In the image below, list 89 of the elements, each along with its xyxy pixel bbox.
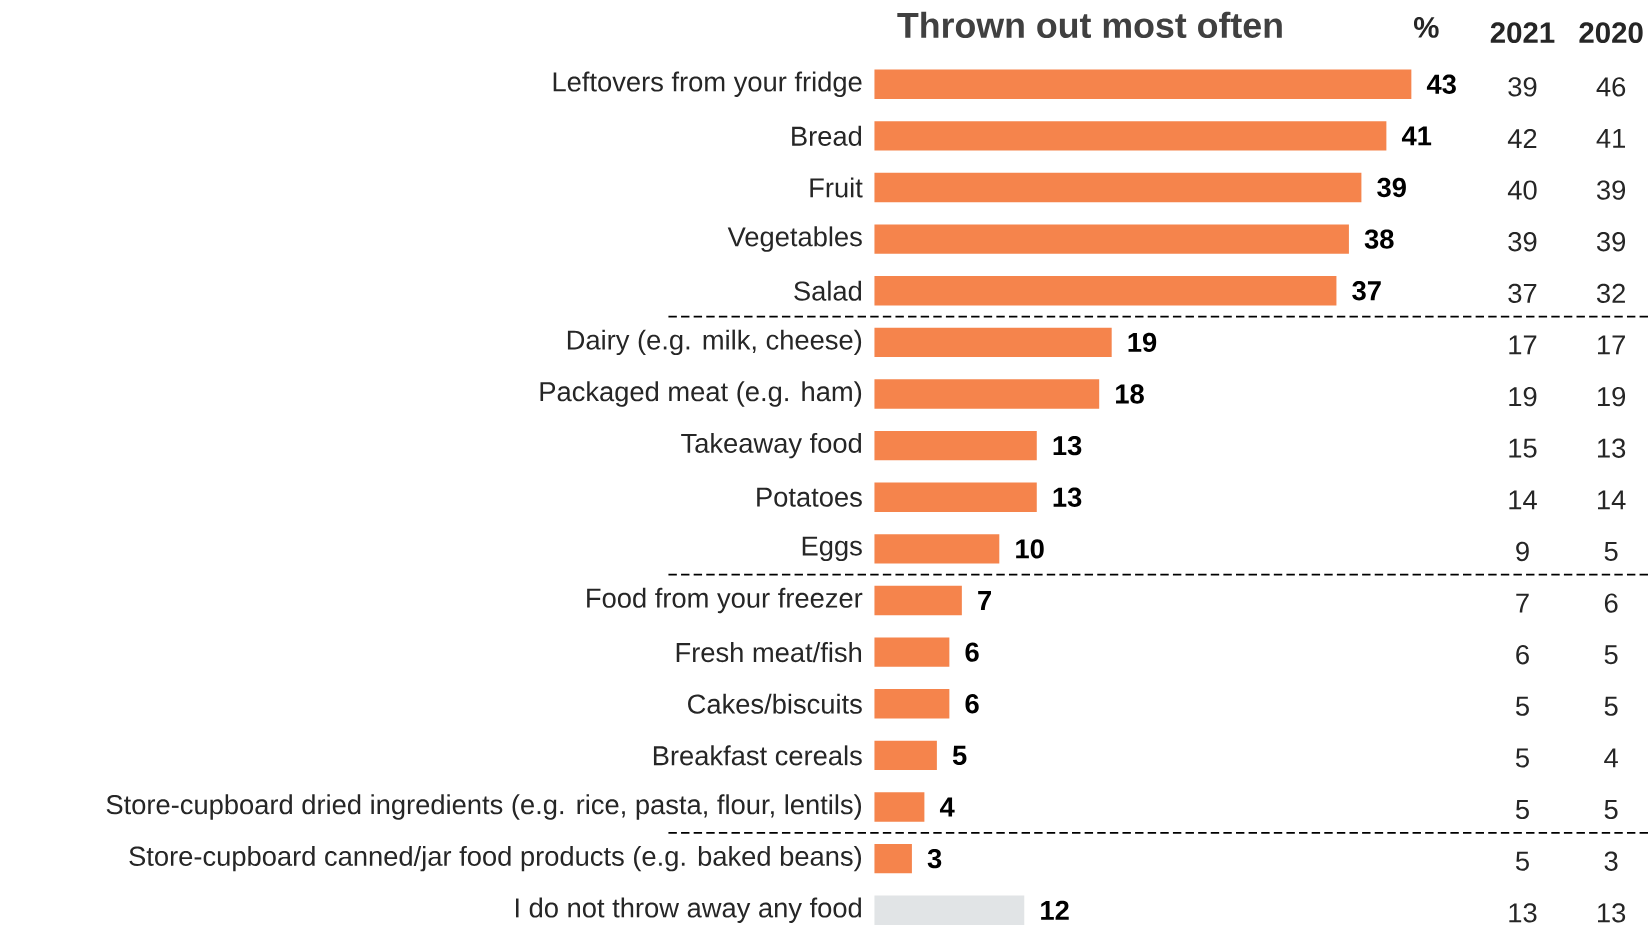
text: 2021 bbox=[1490, 22, 1555, 44]
y-tick-label: Bread bbox=[792, 125, 862, 146]
y-tick-label: Leftovers from your fridge bbox=[553, 71, 862, 97]
text: 39 bbox=[1596, 180, 1626, 200]
bar bbox=[874, 534, 1000, 564]
text: 7 bbox=[1516, 593, 1529, 613]
data-label: 10 bbox=[1016, 539, 1044, 559]
data-label: 13 bbox=[1053, 435, 1082, 456]
y-tick-label: Eggs bbox=[802, 536, 862, 562]
bar bbox=[874, 689, 950, 719]
text: 46 bbox=[1596, 77, 1626, 97]
y-tick-label: Vegetables bbox=[727, 226, 862, 252]
text: 39 bbox=[1596, 232, 1626, 252]
text: 13 bbox=[1598, 903, 1626, 923]
data-label: 3 bbox=[927, 848, 942, 869]
y-tick-label: Store-cupboard canned/jar food products (e.g. baked beans) bbox=[129, 845, 861, 872]
text: 9 bbox=[1516, 541, 1529, 562]
text: 17 bbox=[1598, 335, 1625, 355]
bar bbox=[874, 379, 1100, 409]
data-label: 37 bbox=[1352, 281, 1381, 301]
text: 5 bbox=[1604, 541, 1618, 561]
text: 15 bbox=[1509, 438, 1537, 458]
data-label: 7 bbox=[978, 591, 991, 610]
data-label: 4 bbox=[939, 797, 955, 817]
data-label: 39 bbox=[1377, 177, 1406, 198]
y-tick-label: Fruit bbox=[810, 177, 863, 198]
text: 14 bbox=[1598, 490, 1626, 510]
text: 5 bbox=[1515, 800, 1529, 820]
text: 5 bbox=[1604, 696, 1618, 716]
bar bbox=[874, 121, 1387, 151]
data-label: 43 bbox=[1426, 74, 1456, 94]
data-label: 13 bbox=[1053, 487, 1082, 507]
text: 39 bbox=[1508, 232, 1537, 252]
text: 5 bbox=[1515, 748, 1529, 768]
text: 5 bbox=[1604, 645, 1618, 665]
bar bbox=[874, 637, 950, 667]
text: 4 bbox=[1604, 748, 1618, 768]
bar bbox=[874, 172, 1362, 203]
text: 14 bbox=[1509, 490, 1537, 510]
text: 32 bbox=[1596, 283, 1625, 303]
text: % bbox=[1413, 17, 1439, 38]
y-tick-label: Fresh meat/fish bbox=[676, 642, 862, 663]
data-label: 6 bbox=[965, 694, 979, 714]
y-tick-label: Potatoes bbox=[757, 487, 862, 507]
data-label: 38 bbox=[1364, 229, 1394, 249]
bar bbox=[874, 843, 912, 874]
text: 42 bbox=[1507, 128, 1537, 148]
data-label: 41 bbox=[1401, 126, 1432, 146]
text: 13 bbox=[1509, 903, 1537, 923]
bar bbox=[874, 482, 1037, 512]
bar bbox=[874, 276, 1337, 306]
y-tick-label: Breakfast cereals bbox=[653, 745, 862, 766]
bar bbox=[874, 430, 1037, 461]
y-tick-label: Store-cupboard dried ingredients (e.g. rice, pasta, flour, lentils) bbox=[106, 794, 862, 820]
text: 13 bbox=[1598, 438, 1626, 458]
bar bbox=[874, 792, 925, 822]
text: 6 bbox=[1516, 645, 1529, 665]
text: 5 bbox=[1604, 800, 1618, 820]
text: 41 bbox=[1596, 129, 1625, 148]
text: 5 bbox=[1515, 851, 1529, 871]
text: 37 bbox=[1508, 283, 1537, 303]
data-label: 18 bbox=[1116, 384, 1144, 404]
bar bbox=[874, 585, 962, 616]
data-label: 6 bbox=[965, 642, 979, 662]
y-tick-label: Dairy (e.g. milk, cheese) bbox=[567, 329, 862, 356]
data-label: 12 bbox=[1041, 900, 1069, 920]
bar bbox=[874, 224, 1349, 254]
bar bbox=[874, 740, 937, 771]
text: 19 bbox=[1509, 386, 1537, 407]
y-tick-label: Salad bbox=[794, 280, 862, 301]
text: 6 bbox=[1604, 593, 1618, 613]
data-label: 19 bbox=[1128, 332, 1157, 353]
bar bbox=[874, 895, 1025, 925]
y-tick-label: Cakes/biscuits bbox=[688, 693, 862, 714]
text: 19 bbox=[1598, 386, 1626, 407]
chart-title: Thrown out most often bbox=[897, 11, 1282, 39]
text: 2020 bbox=[1579, 22, 1643, 44]
text: 5 bbox=[1515, 696, 1529, 716]
bar bbox=[874, 69, 1412, 99]
y-tick-label: Takeaway food bbox=[681, 432, 862, 459]
y-tick-label: I do not throw away any food bbox=[515, 897, 861, 923]
text: 3 bbox=[1604, 851, 1618, 871]
text: 39 bbox=[1508, 77, 1537, 97]
bar bbox=[874, 327, 1112, 358]
data-label: 5 bbox=[952, 745, 967, 765]
text: 17 bbox=[1509, 335, 1537, 355]
text: 40 bbox=[1507, 180, 1537, 200]
y-tick-label: Food from your freezer bbox=[587, 587, 863, 614]
y-tick-label: Packaged meat (e.g. ham) bbox=[540, 381, 862, 407]
